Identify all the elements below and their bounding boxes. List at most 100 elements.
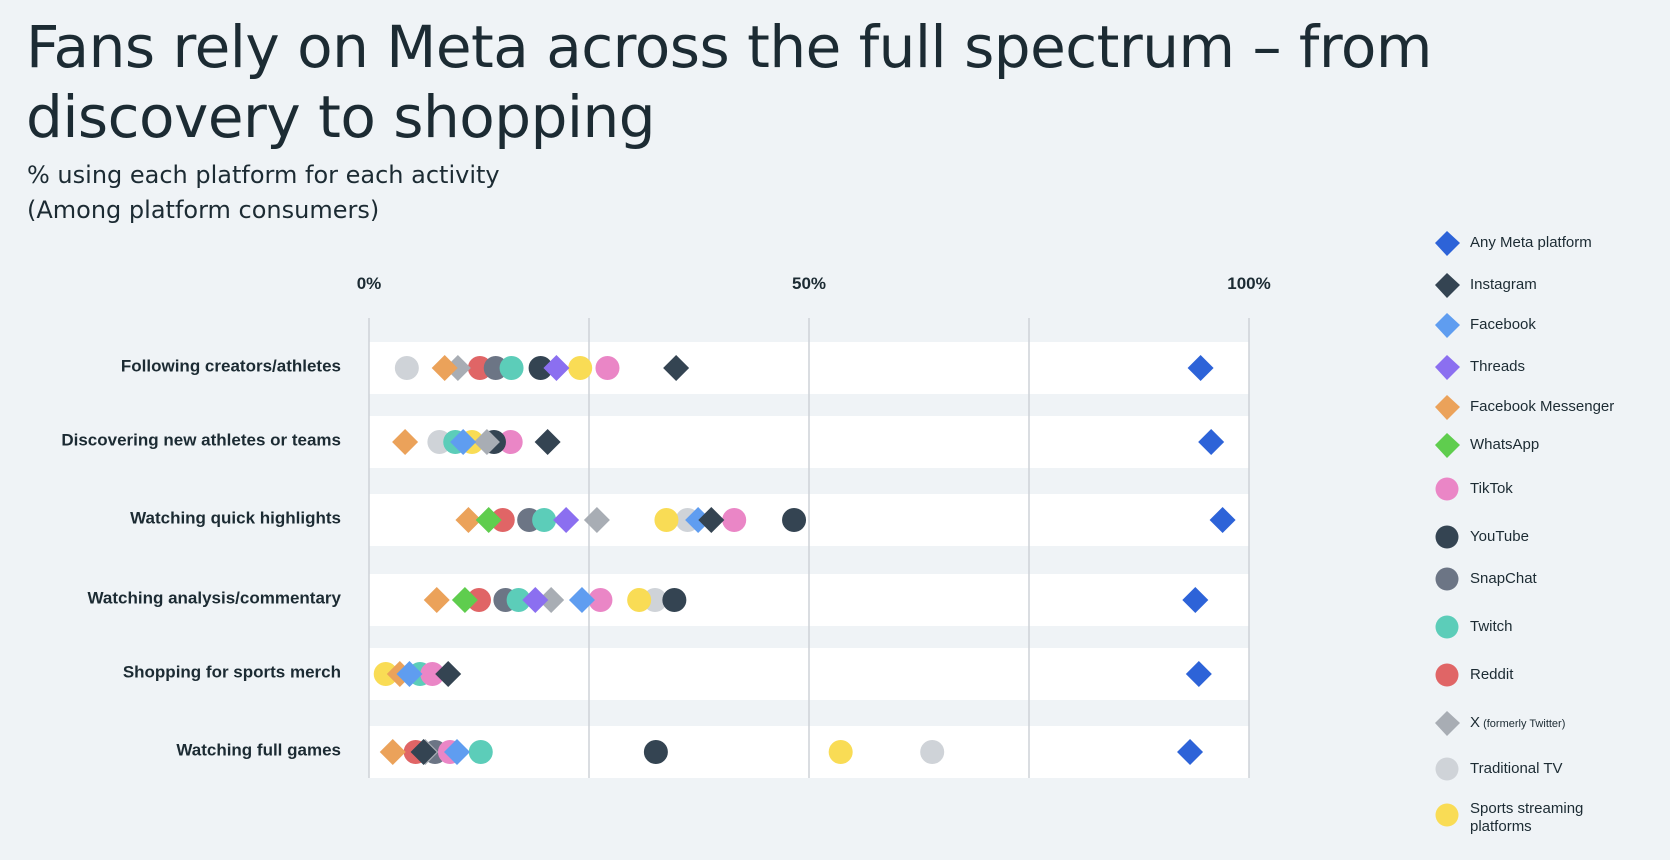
row-label: Watching full games	[176, 740, 341, 759]
point-facebook	[685, 507, 712, 533]
point-youtube	[782, 508, 807, 532]
row-label: Watching quick highlights	[130, 508, 341, 527]
point-instagram	[663, 355, 690, 381]
point-sports-streaming-platforms	[654, 508, 679, 532]
diamond-marker-icon	[1435, 711, 1460, 736]
point-tiktok	[498, 430, 523, 454]
point-twitch	[506, 588, 531, 612]
legend-label-text: YouTube	[1470, 528, 1529, 545]
point-x	[473, 429, 500, 455]
point-tiktok	[588, 588, 613, 612]
point-any-meta-platform	[1198, 429, 1225, 455]
legend-item-tiktok: TikTok	[1430, 474, 1665, 504]
legend-label: WhatsApp	[1470, 436, 1539, 454]
point-twitch	[499, 356, 524, 380]
legend-label: SnapChat	[1470, 570, 1537, 588]
legend-label-text: Reddit	[1470, 666, 1514, 683]
chart-title: Fans rely on Meta across the full spectr…	[26, 13, 1432, 151]
point-youtube	[528, 356, 553, 380]
subtitle-line-1: % using each platform for each activity	[27, 161, 500, 189]
point-instagram	[410, 739, 437, 765]
legend-item-any-meta-platform: Any Meta platform	[1430, 228, 1665, 258]
circle-marker-icon	[1435, 757, 1459, 781]
legend-item-instagram: Instagram	[1430, 270, 1665, 300]
legend-item-facebook-messenger: Facebook Messenger	[1430, 392, 1665, 422]
legend-label-text: Threads	[1470, 358, 1526, 375]
legend-item-x: X (formerly Twitter)	[1430, 708, 1665, 738]
point-facebook-messenger	[392, 429, 419, 455]
point-facebook	[396, 661, 423, 687]
point-threads	[543, 355, 570, 381]
legend-label: X (formerly Twitter)	[1470, 714, 1565, 733]
point-whatsapp	[451, 587, 478, 613]
diamond-marker-icon	[1435, 433, 1460, 458]
point-any-meta-platform	[1187, 355, 1214, 381]
legend-label: TikTok	[1470, 480, 1513, 498]
circle-marker-icon	[1435, 663, 1459, 687]
point-any-meta-platform	[1185, 661, 1212, 687]
point-traditional-tv	[920, 740, 945, 764]
legend-label: Facebook Messenger	[1470, 398, 1614, 416]
legend-label: Any Meta platform	[1470, 234, 1592, 252]
legend-item-facebook: Facebook	[1430, 310, 1665, 340]
point-sports-streaming-platforms	[568, 356, 593, 380]
row-label: Shopping for sports merch	[123, 662, 341, 681]
point-any-meta-platform	[1182, 587, 1209, 613]
x-tick-label: 100%	[1227, 274, 1270, 293]
legend-label-text: Instagram	[1470, 276, 1537, 293]
circle-marker-icon	[1435, 615, 1459, 639]
legend-label-text: Facebook Messenger	[1470, 398, 1615, 415]
legend-item-whatsapp: WhatsApp	[1430, 430, 1665, 460]
point-youtube	[662, 588, 687, 612]
point-youtube	[643, 740, 668, 764]
legend-label: Instagram	[1470, 276, 1537, 294]
diamond-marker-icon	[1435, 395, 1460, 420]
point-instagram	[698, 507, 725, 533]
circle-marker-icon	[1435, 477, 1459, 501]
legend-label-text: WhatsApp	[1470, 436, 1540, 453]
circle-marker-icon	[1435, 567, 1459, 591]
row-label: Following creators/athletes	[121, 356, 341, 375]
legend-label: Traditional TV	[1470, 760, 1563, 778]
legend-item-snapchat: SnapChat	[1430, 564, 1665, 594]
point-reddit	[467, 588, 491, 612]
legend-item-sports-streaming-platforms: Sports streaming platforms	[1430, 800, 1665, 835]
legend-label: Twitch	[1470, 618, 1513, 636]
subtitle-line-2: (Among platform consumers)	[27, 196, 380, 224]
point-facebook-messenger	[423, 587, 450, 613]
point-any-meta-platform	[1209, 507, 1236, 533]
point-tiktok	[595, 356, 620, 380]
point-twitch	[468, 740, 493, 764]
legend-label: YouTube	[1470, 528, 1529, 546]
legend-label-suffix: (formerly Twitter)	[1480, 718, 1566, 730]
legend-label: Facebook	[1470, 316, 1536, 334]
legend-item-traditional-tv: Traditional TV	[1430, 754, 1665, 784]
legend-label: Reddit	[1470, 666, 1513, 684]
point-x	[583, 507, 610, 533]
legend-label: Sports streaming platforms	[1470, 800, 1620, 836]
dot-plot-chart: 0% 50% 100% Following creators/athletes Disc…	[61, 274, 1271, 778]
circle-marker-icon	[1435, 525, 1459, 549]
point-tiktok	[420, 662, 445, 686]
legend-label-text: Any Meta platform	[1470, 234, 1592, 251]
diamond-marker-icon	[1435, 231, 1460, 256]
point-sports-streaming-platforms	[373, 662, 398, 686]
legend-label-text: Facebook	[1470, 316, 1536, 333]
point-x	[538, 587, 565, 613]
legend-item-reddit: Reddit	[1430, 660, 1665, 690]
diamond-marker-icon	[1435, 313, 1460, 338]
point-whatsapp	[475, 507, 502, 533]
point-facebook-messenger	[379, 739, 406, 765]
point-x	[444, 355, 471, 381]
point-threads	[553, 507, 580, 533]
legend-item-youtube: YouTube	[1430, 522, 1665, 552]
legend-label-text: Traditional TV	[1470, 760, 1563, 777]
point-facebook-messenger	[455, 507, 482, 533]
legend-label-text: SnapChat	[1470, 570, 1537, 587]
point-facebook	[450, 429, 477, 455]
point-tiktok	[722, 508, 747, 532]
legend-label-text: Sports streaming platforms	[1470, 800, 1584, 835]
diamond-marker-icon	[1435, 273, 1460, 298]
row-label: Watching analysis/commentary	[87, 588, 341, 607]
chart-subtitle: % using each platform for each activity …	[27, 158, 500, 228]
